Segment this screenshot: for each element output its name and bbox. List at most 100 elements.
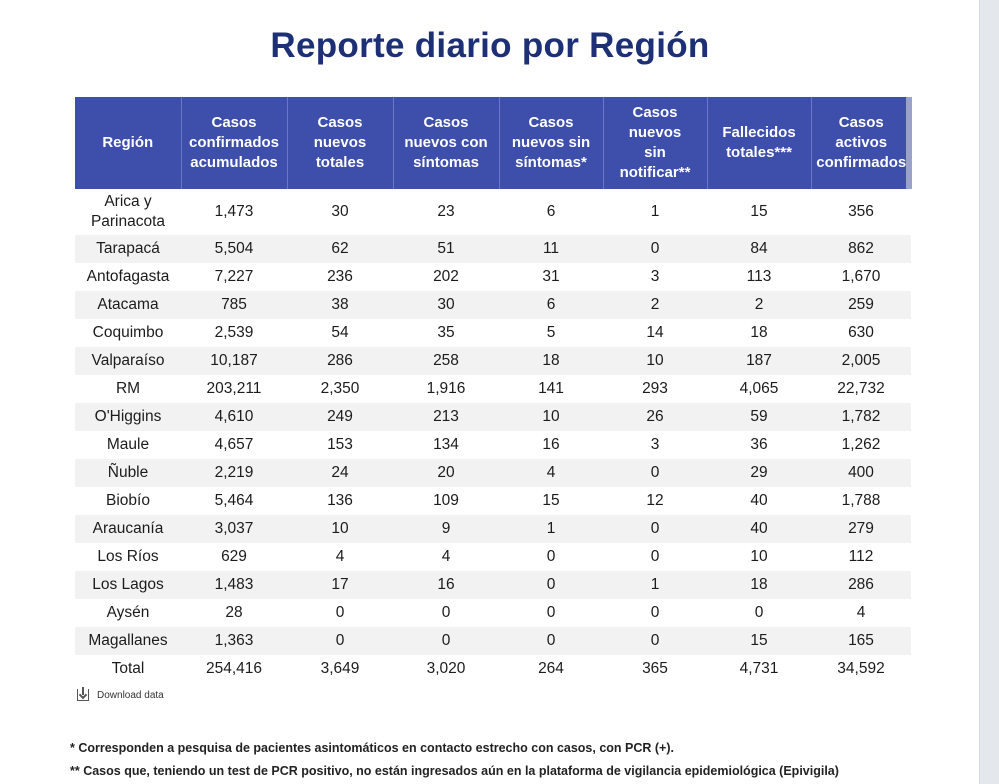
value-cell-deaths-total: 10 xyxy=(707,543,811,571)
column-header-line: síntomas* xyxy=(515,154,587,171)
value-cell-deaths-total: 18 xyxy=(707,571,811,599)
value-cell-deaths-total: 0 xyxy=(707,599,811,627)
column-header-new-unnotified: Casos nuevos sin notificar** xyxy=(603,97,708,189)
value-cell-accumulated-confirmed: 4,610 xyxy=(181,403,287,431)
value-cell-accumulated-confirmed: 7,227 xyxy=(181,263,287,291)
value-cell-new-asymptomatic: 16 xyxy=(499,431,603,459)
value-cell-new-total: 30 xyxy=(287,189,393,235)
column-header-line: nuevos xyxy=(628,124,682,141)
page-title: Reporte diario por Región xyxy=(270,26,710,65)
value-cell-new-unnotified: 0 xyxy=(603,459,707,487)
region-cell: Maule xyxy=(75,431,181,459)
value-cell-new-total: 286 xyxy=(287,347,393,375)
value-cell-new-asymptomatic: 15 xyxy=(499,487,603,515)
table-row: Los Ríos 629 4 4 0 0 10 112 xyxy=(75,543,911,571)
value-cell-new-unnotified: 10 xyxy=(603,347,707,375)
column-header-line: totales xyxy=(315,154,365,171)
value-cell-new-total: 0 xyxy=(287,627,393,655)
value-cell-accumulated-confirmed: 203,211 xyxy=(181,375,287,403)
value-cell-new-total: 2,350 xyxy=(287,375,393,403)
region-name: Biobío xyxy=(106,492,150,509)
value-cell-new-unnotified: 0 xyxy=(603,599,707,627)
region-cell: Coquimbo xyxy=(75,319,181,347)
value-cell-accumulated-confirmed: 785 xyxy=(181,291,287,319)
value-cell-new-symptomatic: 134 xyxy=(393,431,499,459)
value-cell-new-symptomatic: 30 xyxy=(393,291,499,319)
region-cell: Ñuble xyxy=(75,459,181,487)
column-header-line: sin xyxy=(644,144,666,161)
value-cell-new-unnotified: 1 xyxy=(603,189,707,235)
value-cell-active-confirmed: 1,670 xyxy=(811,263,911,291)
value-cell-new-symptomatic: 20 xyxy=(393,459,499,487)
value-cell-new-asymptomatic: 11 xyxy=(499,235,603,263)
region-cell: O'Higgins xyxy=(75,403,181,431)
value-cell-new-unnotified: 0 xyxy=(603,515,707,543)
value-cell-active-confirmed: 1,262 xyxy=(811,431,911,459)
value-cell-deaths-total: 4,065 xyxy=(707,375,811,403)
value-cell-active-confirmed: 2,005 xyxy=(811,347,911,375)
value-cell-new-symptomatic: 16 xyxy=(393,571,499,599)
region-name: Maule xyxy=(106,436,150,453)
column-header-line: confirmados xyxy=(816,154,907,171)
value-cell-new-symptomatic: 0 xyxy=(393,627,499,655)
value-cell-active-confirmed: 356 xyxy=(811,189,911,235)
column-header-line: Casos xyxy=(423,114,469,131)
data-table-container[interactable]: Región Casos confirmados acumulados Casos nue… xyxy=(75,97,911,683)
value-cell-new-symptomatic: 23 xyxy=(393,189,499,235)
value-cell-accumulated-confirmed: 254,416 xyxy=(181,655,287,683)
value-cell-new-total: 249 xyxy=(287,403,393,431)
region-cell: Antofagasta xyxy=(75,263,181,291)
value-cell-active-confirmed: 112 xyxy=(811,543,911,571)
value-cell-new-total: 17 xyxy=(287,571,393,599)
value-cell-new-unnotified: 14 xyxy=(603,319,707,347)
value-cell-active-confirmed: 286 xyxy=(811,571,911,599)
region-cell: Araucanía xyxy=(75,515,181,543)
download-data-link[interactable]: Download data xyxy=(77,687,164,701)
value-cell-new-unnotified: 1 xyxy=(603,571,707,599)
value-cell-new-unnotified: 26 xyxy=(603,403,707,431)
table-row: Aysén 28 0 0 0 0 0 4 xyxy=(75,599,911,627)
table-row: Araucanía 3,037 10 9 1 0 40 279 xyxy=(75,515,911,543)
value-cell-deaths-total: 4,731 xyxy=(707,655,811,683)
value-cell-accumulated-confirmed: 5,464 xyxy=(181,487,287,515)
download-label: Download data xyxy=(97,689,164,701)
value-cell-new-asymptomatic: 6 xyxy=(499,189,603,235)
value-cell-new-unnotified: 0 xyxy=(603,235,707,263)
region-cell: Los Ríos xyxy=(75,543,181,571)
value-cell-new-total: 24 xyxy=(287,459,393,487)
value-cell-new-total: 54 xyxy=(287,319,393,347)
value-cell-accumulated-confirmed: 5,504 xyxy=(181,235,287,263)
region-cell: Magallanes xyxy=(75,627,181,655)
value-cell-new-symptomatic: 51 xyxy=(393,235,499,263)
value-cell-new-unnotified: 12 xyxy=(603,487,707,515)
column-header-line: Fallecidos xyxy=(722,124,796,141)
region-name: Antofagasta xyxy=(86,268,170,285)
region-cell: Tarapacá xyxy=(75,235,181,263)
region-name: Tarapacá xyxy=(96,240,160,257)
value-cell-new-total: 3,649 xyxy=(287,655,393,683)
footnote-asymptomatic: * Corresponden a pesquisa de pacientes a… xyxy=(70,741,674,755)
column-header-accumulated-confirmed: Casos confirmados acumulados xyxy=(181,97,288,189)
region-cell: RM xyxy=(75,375,181,403)
region-name: Los Lagos xyxy=(92,576,164,593)
value-cell-active-confirmed: 165 xyxy=(811,627,911,655)
value-cell-new-symptomatic: 3,020 xyxy=(393,655,499,683)
column-header-line: confirmados xyxy=(188,134,279,151)
value-cell-deaths-total: 40 xyxy=(707,487,811,515)
value-cell-new-total: 4 xyxy=(287,543,393,571)
value-cell-accumulated-confirmed: 4,657 xyxy=(181,431,287,459)
value-cell-new-symptomatic: 9 xyxy=(393,515,499,543)
column-header-line: notificar** xyxy=(619,164,691,181)
value-cell-new-asymptomatic: 5 xyxy=(499,319,603,347)
value-cell-new-total: 136 xyxy=(287,487,393,515)
region-name: Araucanía xyxy=(92,520,164,537)
column-header-line: síntomas xyxy=(413,154,479,171)
value-cell-accumulated-confirmed: 28 xyxy=(181,599,287,627)
table-row: Los Lagos 1,483 17 16 0 1 18 286 xyxy=(75,571,911,599)
value-cell-new-asymptomatic: 0 xyxy=(499,627,603,655)
value-cell-deaths-total: 2 xyxy=(707,291,811,319)
table-body: Arica y Parinacota 1,473 30 23 6 1 15 356 Tarapac… xyxy=(75,189,911,683)
table-total-row: Total 254,416 3,649 3,020 264 365 4,731 34,592 xyxy=(75,655,911,683)
value-cell-active-confirmed: 22,732 xyxy=(811,375,911,403)
region-name: RM xyxy=(115,380,141,397)
